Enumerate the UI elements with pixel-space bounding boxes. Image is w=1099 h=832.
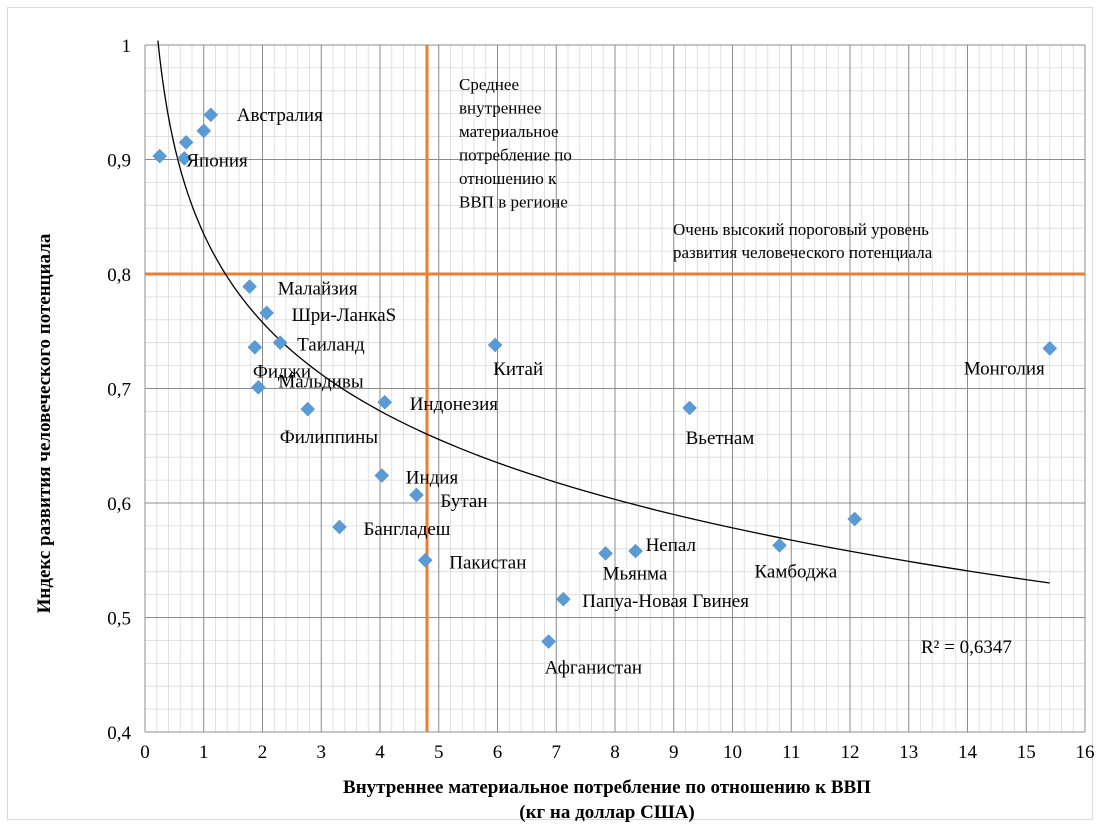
data-point-labels: Австралия Япония Малайзия Шри-ЛанкаS Таиланд… <box>186 105 1045 679</box>
y-tick-label: 0,6 <box>107 494 131 515</box>
point-label: Фиджи <box>253 361 311 382</box>
data-point-Китай <box>487 337 503 353</box>
y-tick-label: 1 <box>122 36 132 57</box>
x-tick-label: 7 <box>552 742 562 763</box>
x-tick-label: 1 <box>199 742 209 763</box>
x-axis-title: Внутреннее материальное потребление по о… <box>343 777 871 798</box>
tick-labels: 0 1 2 3 4 5 6 7 8 9 10 11 12 13 14 15 160,40,50,60,70,80… <box>107 36 1094 763</box>
r-squared-label: R² = 0,6347 <box>921 637 1012 658</box>
data-point-Бангладеш <box>332 519 347 535</box>
point-label: Шри-ЛанкаS <box>292 305 397 326</box>
average-line-label: отношению к <box>459 169 557 188</box>
x-tick-label: 4 <box>375 742 385 763</box>
data-point <box>196 123 212 139</box>
point-label: Мальдивы <box>278 371 363 392</box>
x-tick-label: 10 <box>723 742 742 763</box>
x-tick-label: 15 <box>1017 742 1036 763</box>
x-tick-label: 13 <box>899 742 918 763</box>
data-point-Мьянма <box>598 546 613 561</box>
data-point <box>847 511 863 527</box>
data-point-Монголия <box>1042 341 1058 356</box>
y-tick-label: 0,8 <box>107 265 131 286</box>
x-tick-label: 3 <box>317 742 327 763</box>
y-tick-label: 0,5 <box>107 609 131 630</box>
trendline <box>157 40 1050 584</box>
data-point-Индонезия <box>377 394 393 410</box>
trendline-group <box>157 40 1050 584</box>
average-line-label: потребление по <box>459 146 572 165</box>
data-point <box>178 134 194 150</box>
data-point-Таиланд <box>272 335 288 351</box>
point-label: Таиланд <box>297 335 365 356</box>
y-axis-title: Индекс развития человеческого потенциала <box>34 233 55 613</box>
data-point-Папуа-Новая Гвинея <box>555 591 571 607</box>
point-label: Монголия <box>964 358 1045 379</box>
x-tick-label: 14 <box>958 742 978 763</box>
data-point-Камбоджа <box>772 538 787 553</box>
x-tick-label: 16 <box>1076 742 1095 763</box>
data-point-Филиппины <box>300 401 316 417</box>
axis-titles: Внутреннее материальное потребление по о… <box>34 233 871 823</box>
x-tick-label: 6 <box>493 742 503 763</box>
data-point-Малайзия <box>242 279 257 294</box>
average-line-label: материальное <box>459 122 559 141</box>
data-points <box>152 107 1058 649</box>
reference-lines <box>145 45 1085 732</box>
data-point-Индия <box>374 468 390 483</box>
average-line-label: внутреннее <box>459 99 542 118</box>
data-point-Шри-ЛанкаS <box>259 305 274 321</box>
point-label: Индонезия <box>410 394 499 415</box>
y-tick-label: 0,7 <box>107 380 131 401</box>
x-tick-label: 9 <box>669 742 679 763</box>
x-tick-label: 12 <box>841 742 860 763</box>
average-line-label: ВВП в регионе <box>459 193 568 212</box>
average-line-label: Среднее <box>459 75 519 94</box>
data-point-Пакистан <box>417 552 433 568</box>
point-label: Афганистан <box>545 658 642 679</box>
x-tick-label: 11 <box>782 742 800 763</box>
point-label: Малайзия <box>278 279 358 300</box>
point-label: Япония <box>186 150 248 171</box>
point-label: Бутан <box>440 491 487 512</box>
data-point-Австралия <box>203 107 219 123</box>
data-point <box>152 148 168 164</box>
x-tick-label: 5 <box>434 742 444 763</box>
point-label: Папуа-Новая Гвинея <box>582 591 749 612</box>
threshold-line-label: развития человеческого потенциала <box>673 243 933 262</box>
x-tick-label: 0 <box>140 742 150 763</box>
data-point-Вьетнам <box>682 400 697 416</box>
point-label: Мьянма <box>603 563 668 584</box>
data-point-Непал <box>628 543 643 559</box>
data-point-Мальдивы <box>251 380 266 395</box>
point-label: Пакистан <box>449 552 526 573</box>
data-point-Афганистан <box>541 634 556 649</box>
point-label: Австралия <box>237 105 323 126</box>
point-label: Вьетнам <box>686 428 755 449</box>
threshold-line-label: Очень высокий пороговый уровень <box>673 220 929 239</box>
x-tick-label: 8 <box>610 742 620 763</box>
y-tick-label: 0,9 <box>107 151 131 172</box>
point-label: Камбоджа <box>755 561 838 582</box>
data-point-Фиджи <box>247 339 263 355</box>
annotations: Среднее внутреннее материальное потребление… <box>459 75 1012 658</box>
point-label: Филиппины <box>280 427 379 448</box>
data-point-Бутан <box>409 487 424 503</box>
x-axis-title: (кг на доллар США) <box>519 802 694 823</box>
point-label: Бангладеш <box>363 519 450 540</box>
point-label: Индия <box>406 468 459 489</box>
x-tick-label: 2 <box>258 742 268 763</box>
y-tick-label: 0,4 <box>107 723 131 744</box>
point-label: Китай <box>493 359 543 380</box>
point-label: Непал <box>646 535 697 556</box>
data-point-Япония <box>177 151 192 166</box>
